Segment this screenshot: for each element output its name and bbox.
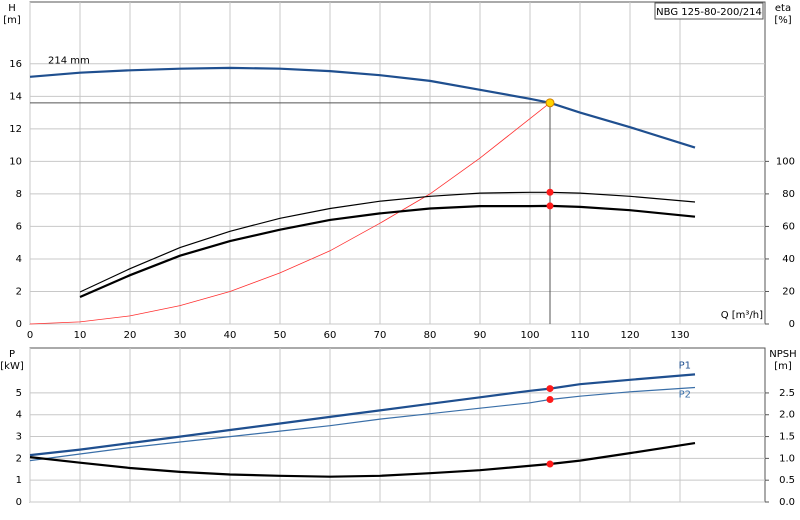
- y2-axis-label: [%]: [774, 15, 791, 26]
- y2-tick-label: 60: [782, 221, 795, 232]
- duty-point: [546, 395, 554, 403]
- y2-tick-label: 100: [776, 156, 795, 167]
- x-tick-label: 70: [374, 330, 387, 341]
- y-tick-label: 3: [16, 432, 22, 443]
- x-tick-label: 90: [474, 330, 487, 341]
- y2-tick-label: 0.5: [779, 475, 795, 486]
- x-tick-label: 100: [520, 330, 539, 341]
- x-tick-label: 120: [620, 330, 639, 341]
- y2-tick-label: 20: [782, 286, 795, 297]
- title-box: [654, 2, 764, 20]
- y-tick-label: 4: [16, 254, 22, 265]
- y2-tick-label: 2.5: [779, 388, 795, 399]
- duty-point: [546, 188, 554, 196]
- y-tick-label: 0: [16, 497, 22, 508]
- curve-annotation: 214 mm: [48, 56, 90, 67]
- y-tick-label: 2: [16, 453, 22, 464]
- y-tick-label: 12: [9, 124, 22, 135]
- y2-axis-label: eta: [775, 3, 791, 14]
- x-tick-label: 0: [27, 330, 33, 341]
- y-axis-label: P: [9, 349, 15, 360]
- duty-point: [546, 460, 554, 468]
- y-tick-label: 4: [16, 410, 22, 421]
- series-label: P1: [679, 360, 691, 371]
- y-tick-label: 14: [9, 91, 22, 102]
- x-axis-label: Q [m³/h]: [721, 310, 763, 321]
- y-tick-label: 6: [16, 221, 22, 232]
- series-line: [29, 373, 696, 457]
- series-line: [29, 442, 696, 478]
- y-tick-label: 16: [9, 59, 22, 70]
- operating-point: [545, 98, 555, 108]
- series-line: [29, 386, 696, 462]
- series-label: P2: [679, 389, 691, 400]
- y2-tick-label: 0.0: [779, 497, 795, 508]
- x-tick-label: 10: [74, 330, 87, 341]
- y2-tick-label: 1.0: [779, 453, 795, 464]
- series-line: [29, 66, 696, 149]
- series-line: [79, 204, 696, 299]
- y2-tick-label: 0: [789, 319, 795, 330]
- x-tick-label: 60: [324, 330, 337, 341]
- x-tick-label: 40: [224, 330, 237, 341]
- chart-title: NBG 125-80-200/214: [656, 7, 762, 18]
- y-axis-label: [m]: [3, 15, 21, 26]
- duty-point: [546, 385, 554, 393]
- y2-tick-label: 40: [782, 254, 795, 265]
- x-tick-label: 80: [424, 330, 437, 341]
- y-axis-label: [kW]: [0, 361, 24, 372]
- series-line: [79, 191, 696, 293]
- y2-axis-label: [m]: [774, 361, 792, 372]
- y2-tick-label: 2.0: [779, 410, 795, 421]
- y2-axis-label: NPSH: [769, 349, 796, 360]
- bottom-plot-frame: [29, 347, 766, 503]
- y-tick-label: 10: [9, 156, 22, 167]
- x-tick-label: 130: [670, 330, 689, 341]
- y-tick-label: 5: [16, 388, 22, 399]
- y-tick-label: 8: [16, 189, 22, 200]
- x-tick-label: 50: [274, 330, 287, 341]
- x-tick-label: 30: [174, 330, 187, 341]
- duty-point: [546, 202, 554, 210]
- series-line: [29, 102, 551, 325]
- top-plot-frame: [29, 1, 766, 325]
- y2-tick-label: 80: [782, 189, 795, 200]
- y2-tick-label: 1.5: [779, 432, 795, 443]
- y-tick-label: 2: [16, 286, 22, 297]
- y-axis-label: H: [8, 3, 16, 14]
- x-tick-label: 110: [570, 330, 589, 341]
- y-tick-label: 0: [16, 319, 22, 330]
- y-tick-label: 1: [16, 475, 22, 486]
- x-tick-label: 20: [124, 330, 137, 341]
